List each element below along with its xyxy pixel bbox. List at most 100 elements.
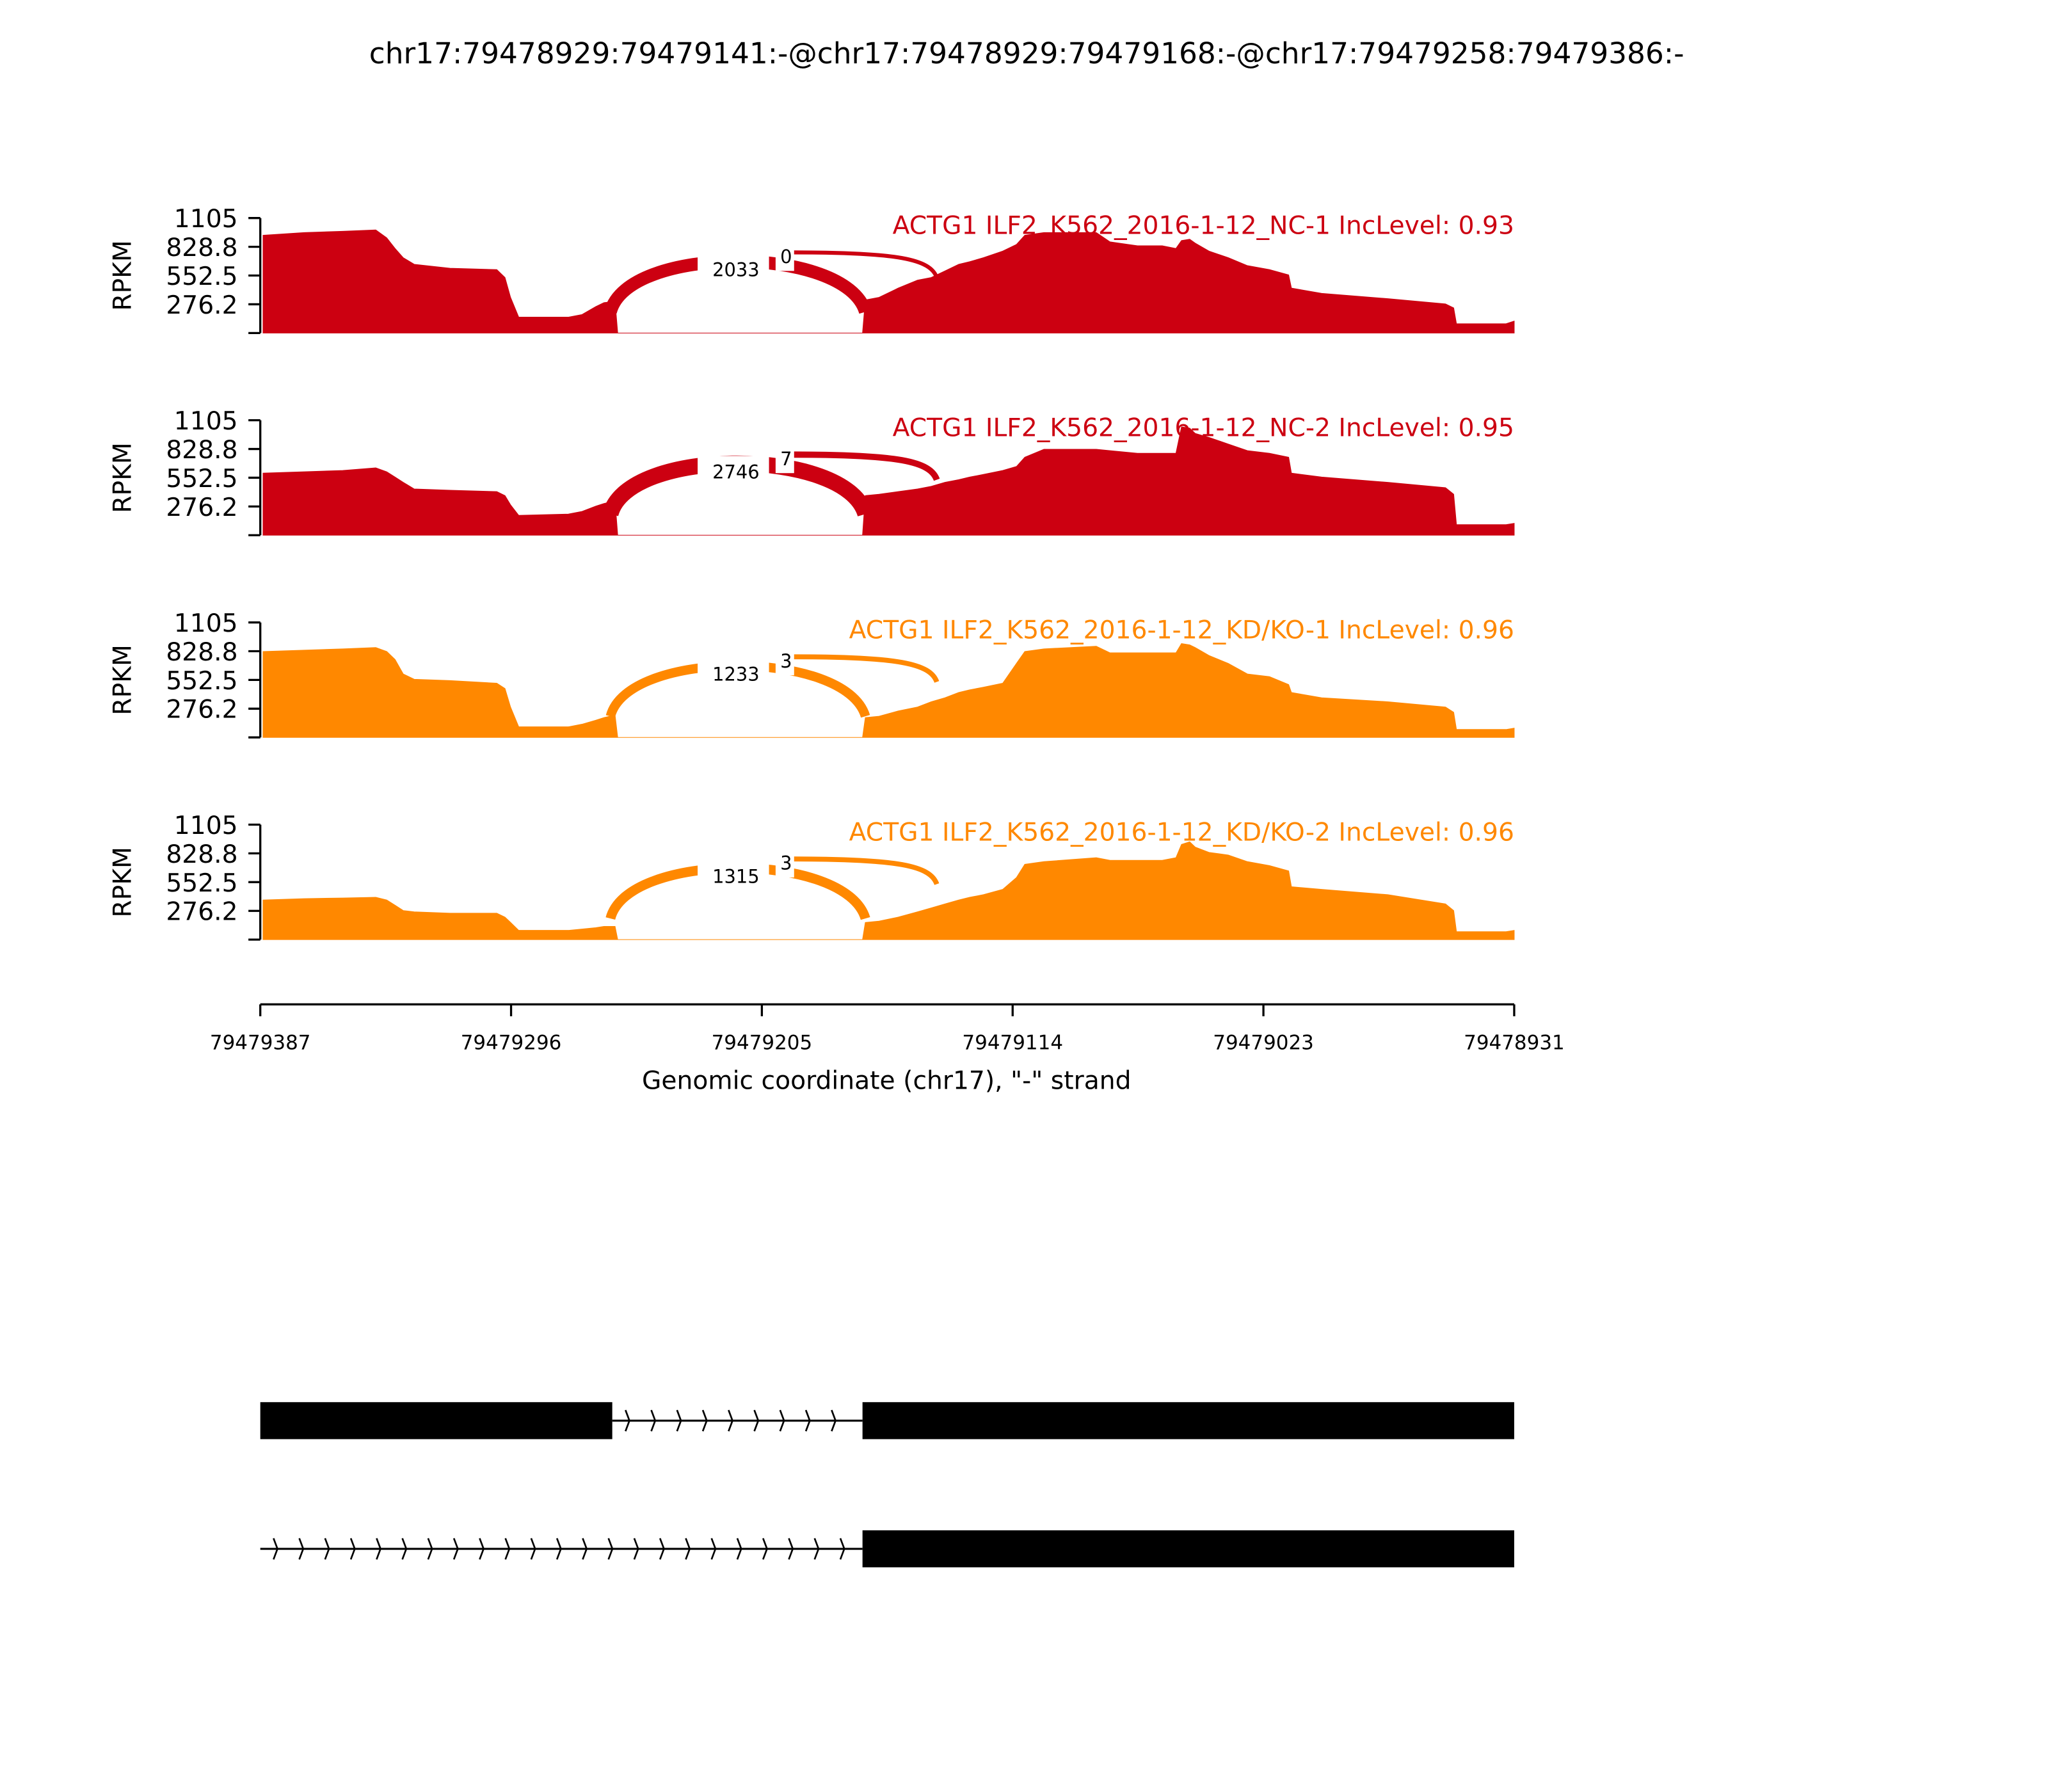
strand-arrow-icon <box>779 1409 785 1432</box>
y-tick-label: 1105 <box>174 205 238 234</box>
x-axis: 79479387 79479296 79479205 79479114 79479023… <box>210 1003 1565 1055</box>
strand-arrow-icon <box>427 1538 433 1560</box>
strand-arrow-icon <box>762 1538 768 1560</box>
sample-label: ACTG1 ILF2_K562_2016-1-12_KD/KO-2 IncLev… <box>849 818 1514 847</box>
sample-label: ACTG1 ILF2_K562_2016-1-12_NC-2 IncLevel:… <box>893 413 1514 442</box>
junction-arc <box>792 250 939 278</box>
x-tick-label: 79478931 <box>1464 1032 1565 1055</box>
y-tick-label: 1105 <box>174 407 238 436</box>
sample-label: ACTG1 ILF2_K562_2016-1-12_NC-1 IncLevel:… <box>893 211 1514 240</box>
sample-panel-4: 1315 3 ACTG1 ILF2_K562_2016-1-12_KD/KO-2 I… <box>108 812 1515 941</box>
y-tick-label: 828.8 <box>166 638 237 667</box>
x-tick-label: 79479296 <box>461 1032 562 1055</box>
y-tick-label: 1105 <box>174 812 238 840</box>
exon-block <box>260 1402 612 1439</box>
junction-label-box <box>698 253 769 283</box>
x-axis-label: Genomic coordinate (chr17), "-" strand <box>642 1066 1131 1095</box>
y-tick-label: 552.5 <box>166 465 237 493</box>
strand-arrow-icon <box>753 1409 760 1432</box>
transcript-2 <box>260 1530 1514 1567</box>
exon-block <box>862 1530 1514 1567</box>
strand-arrow-icon <box>324 1538 330 1560</box>
strand-arrow-icon <box>804 1409 811 1432</box>
junction-count-label: 1315 <box>712 865 760 887</box>
junction-count-label: 0 <box>780 246 792 268</box>
junction-label-box <box>775 241 794 271</box>
junction-count-label: 2746 <box>712 461 760 483</box>
strand-arrow-icon <box>839 1538 845 1560</box>
y-tick-label: 276.2 <box>166 898 237 927</box>
strand-arrow-icon <box>452 1538 459 1560</box>
strand-arrow-icon <box>710 1538 717 1560</box>
sample-label: ACTG1 ILF2_K562_2016-1-12_KD/KO-1 IncLev… <box>849 616 1514 644</box>
strand-arrow-icon <box>376 1538 382 1560</box>
junction-arc <box>792 451 940 481</box>
junction-count-label: 1233 <box>712 663 760 685</box>
junction-count-label: 7 <box>780 448 792 470</box>
x-tick-label: 79479387 <box>210 1032 311 1055</box>
junction-count-label: 3 <box>780 852 792 874</box>
strand-arrow-icon <box>659 1538 665 1560</box>
y-tick-label: 552.5 <box>166 869 237 898</box>
strand-arrow-icon <box>479 1538 485 1560</box>
gene-model-track <box>260 1402 1514 1567</box>
junction-label-box <box>775 848 794 878</box>
coverage-area <box>262 426 1515 536</box>
strand-arrow-icon <box>650 1409 657 1432</box>
coverage-area <box>262 841 1515 940</box>
strand-arrow-icon <box>831 1409 837 1432</box>
y-tick-label: 1105 <box>174 609 238 638</box>
y-tick-label: 828.8 <box>166 840 237 869</box>
strand-arrow-icon <box>607 1538 614 1560</box>
y-tick-label: 828.8 <box>166 234 237 262</box>
junction-arc <box>792 856 940 885</box>
junction-count-label: 3 <box>780 650 792 672</box>
strand-arrow-icon <box>701 1409 708 1432</box>
y-tick-label: 276.2 <box>166 493 237 522</box>
y-axis-label: RPKM <box>108 442 137 513</box>
strand-arrow-icon <box>349 1538 356 1560</box>
coverage-area <box>262 643 1515 738</box>
strand-arrow-icon <box>582 1538 588 1560</box>
junction-count-label: 2033 <box>712 259 760 281</box>
strand-arrow-icon <box>728 1409 733 1432</box>
y-tick-label: 552.5 <box>166 667 237 696</box>
sample-panel-1: 2033 0 ACTG1 ILF2_K562_2016-1-12_NC-1 IncL… <box>108 205 1515 335</box>
strand-arrow-icon <box>633 1538 639 1560</box>
exon-block <box>862 1402 1514 1439</box>
coverage-area <box>262 229 1515 333</box>
junction-arc <box>792 654 940 684</box>
strand-arrow-icon <box>736 1538 742 1560</box>
strand-arrow-icon <box>685 1538 691 1560</box>
strand-arrow-icon <box>273 1538 278 1560</box>
strand-arrow-icon <box>788 1538 794 1560</box>
y-axis-label: RPKM <box>108 644 137 715</box>
y-tick-label: 276.2 <box>166 291 237 320</box>
junction-label-box <box>698 456 769 485</box>
strand-arrow-icon <box>298 1538 305 1560</box>
strand-arrow-icon <box>625 1409 630 1432</box>
strand-arrow-icon <box>401 1538 408 1560</box>
chart-title: chr17:79478929:79479141:-@chr17:79478929… <box>369 36 1684 70</box>
strand-arrow-icon <box>813 1538 820 1560</box>
strand-arrow-icon <box>676 1409 682 1432</box>
strand-arrow-icon <box>530 1538 536 1560</box>
y-tick-label: 552.5 <box>166 262 237 291</box>
strand-arrow-icon <box>556 1538 562 1560</box>
junction-label-box <box>698 658 769 687</box>
sample-panel-3: 1233 3 ACTG1 ILF2_K562_2016-1-12_KD/KO-1 I… <box>108 609 1515 739</box>
x-tick-label: 79479114 <box>962 1032 1063 1055</box>
junction-label-box <box>775 444 794 474</box>
transcript-1 <box>260 1402 1514 1439</box>
sample-panel-2: 2746 7 ACTG1 ILF2_K562_2016-1-12_NC-2 IncL… <box>108 407 1515 536</box>
x-tick-label: 79479205 <box>712 1032 813 1055</box>
strand-arrow-icon <box>504 1538 511 1560</box>
y-tick-label: 828.8 <box>166 436 237 465</box>
y-axis-label: RPKM <box>108 240 137 310</box>
junction-label-box <box>775 646 794 676</box>
y-tick-label: 276.2 <box>166 696 237 724</box>
junction-label-box <box>698 860 769 890</box>
y-axis-label: RPKM <box>108 847 137 917</box>
x-tick-label: 79479023 <box>1213 1032 1314 1055</box>
